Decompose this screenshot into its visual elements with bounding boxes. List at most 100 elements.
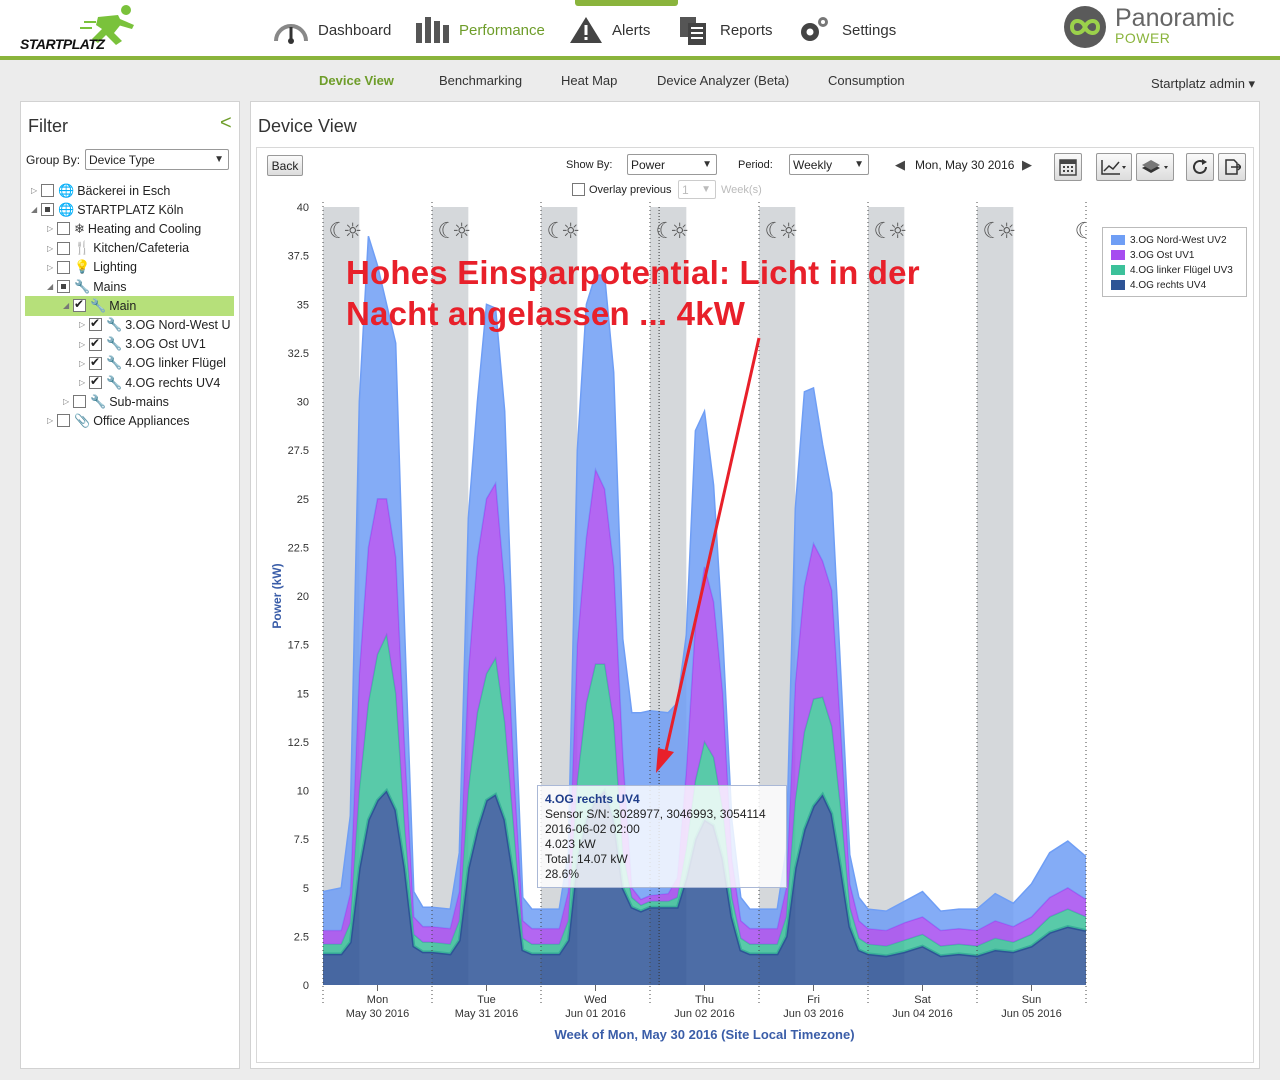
tree-checkbox[interactable] <box>89 355 102 370</box>
chart-legend: 3.OG Nord-West UV2 3.OG Ost UV1 4.OG linke… <box>1102 227 1247 297</box>
series-area[interactable] <box>323 236 1086 931</box>
y-tick-label: 27.5 <box>288 445 309 457</box>
tree-checkbox[interactable] <box>89 336 102 351</box>
tree-item[interactable]: ▷ 🔧3.OG Ost UV1 <box>79 335 206 354</box>
tree-item[interactable]: ▷ 🔧 Sub-mains <box>63 392 169 411</box>
nav-reports[interactable]: Reports <box>678 10 773 50</box>
nav-settings[interactable]: Settings <box>796 10 896 50</box>
chevron-down-icon: ▼ <box>214 154 224 165</box>
tree-item-label: Office Appliances <box>93 413 190 428</box>
wrench-icon: 🔧 <box>74 278 91 294</box>
tree-checkbox[interactable] <box>41 203 54 217</box>
prev-period-icon[interactable]: ◀ <box>895 157 905 172</box>
bulb-icon: 💡 <box>74 259 91 275</box>
nav-alerts[interactable]: Alerts <box>568 10 650 50</box>
tree-checkbox[interactable] <box>57 222 70 236</box>
legend-item[interactable]: 3.OG Ost UV1 <box>1111 248 1194 262</box>
subnav-consumption[interactable]: Consumption <box>828 73 905 88</box>
tooltip-time: 2016-06-02 02:00 <box>545 822 640 836</box>
tree-item[interactable]: ▷ 🔧4.OG linker Flügel <box>79 354 226 373</box>
tree-item[interactable]: ▷ ❄ Heating and Cooling <box>47 219 201 238</box>
tree-item[interactable]: ▷ 💡 Lighting <box>47 258 137 277</box>
tree-checkbox[interactable] <box>73 297 86 313</box>
group-by-select[interactable]: Device Type ▼ <box>85 149 229 170</box>
collapsed-triangle-icon[interactable]: ▷ <box>47 224 54 234</box>
collapsed-triangle-icon[interactable]: ▷ <box>79 378 86 387</box>
sun-icon: ☼ <box>997 219 1016 243</box>
subnav-heat-map[interactable]: Heat Map <box>561 73 618 88</box>
layers-icon <box>1142 160 1168 173</box>
tree-checkbox[interactable] <box>57 414 70 428</box>
y-tick-label: 17.5 <box>288 640 309 652</box>
tree-checkbox[interactable] <box>89 316 102 332</box>
x-tick-date-label: May 30 2016 <box>346 1008 410 1020</box>
tree-item[interactable]: ▷ 🌐 Bäckerei in Esch <box>31 181 170 200</box>
legend-item[interactable]: 3.OG Nord-West UV2 <box>1111 233 1227 247</box>
legend-item[interactable]: 4.OG rechts UV4 <box>1111 278 1206 292</box>
tree-item[interactable]: ▷ 🔧3.OG Nord-West U <box>79 315 231 334</box>
startplatz-logo[interactable]: STARTPLATZ <box>18 3 138 53</box>
next-period-icon[interactable]: ▶ <box>1022 157 1032 172</box>
export-button[interactable] <box>1218 153 1246 181</box>
collapsed-triangle-icon[interactable]: ▷ <box>31 186 38 195</box>
expanded-triangle-icon[interactable]: ◢ <box>47 282 54 291</box>
nav-label: Alerts <box>612 21 651 39</box>
group-by-label: Group By: <box>26 153 81 167</box>
overlay-checkbox[interactable] <box>572 183 585 196</box>
tree-item[interactable]: ◢ 🔧 Mains <box>47 277 127 296</box>
x-tick-label: Tue <box>477 994 496 1006</box>
tree-item[interactable]: ▷ 🍴 Kitchen/Cafeteria <box>47 239 189 258</box>
subnav-benchmarking[interactable]: Benchmarking <box>439 73 523 88</box>
collapsed-triangle-icon[interactable]: ▷ <box>47 243 54 253</box>
paperclip-icon: 📎 <box>74 412 91 428</box>
subnav-device-view[interactable]: Device View <box>319 73 394 88</box>
collapse-filter-button[interactable]: < <box>220 112 232 134</box>
tree-item[interactable]: ▷ 🔧4.OG rechts UV4 <box>79 373 220 392</box>
night-band <box>868 207 905 985</box>
expanded-triangle-icon[interactable]: ◢ <box>31 205 38 215</box>
tree-checkbox[interactable] <box>57 280 70 293</box>
chart-type-button[interactable] <box>1096 153 1132 181</box>
tree-checkbox[interactable] <box>89 374 102 389</box>
tree-item[interactable]: ◢ 🔧Main <box>63 296 136 315</box>
series-area[interactable] <box>323 469 1086 947</box>
chevron-down-icon: ▼ <box>854 159 864 170</box>
period-select[interactable]: Weekly ▼ <box>789 154 869 175</box>
expanded-triangle-icon[interactable]: ◢ <box>63 301 70 311</box>
tree-item-label: 4.OG linker Flügel <box>125 356 226 371</box>
user-menu[interactable]: Startplatz admin ▾ <box>1151 76 1256 91</box>
wrench-icon: 🔧 <box>106 316 123 332</box>
collapsed-triangle-icon[interactable]: ▷ <box>79 358 86 368</box>
show-by-select[interactable]: Power ▼ <box>627 154 717 175</box>
tree-checkbox[interactable] <box>57 241 70 255</box>
calendar-button[interactable] <box>1054 153 1082 181</box>
back-button[interactable]: Back <box>267 155 303 176</box>
tree-item[interactable]: ◢ 🌐 STARTPLATZ Köln <box>31 200 183 219</box>
x-tick-label: Wed <box>584 994 606 1006</box>
collapsed-triangle-icon[interactable]: ▷ <box>47 416 54 426</box>
tree-checkbox[interactable] <box>57 260 70 274</box>
collapsed-triangle-icon[interactable]: ▷ <box>79 339 86 349</box>
period-label: Period: <box>738 159 773 171</box>
globe-icon: 🌐 <box>58 182 75 198</box>
collapsed-triangle-icon[interactable]: ▷ <box>47 262 54 272</box>
nav-dashboard[interactable]: Dashboard <box>272 10 391 50</box>
layers-button[interactable] <box>1136 153 1174 181</box>
collapsed-triangle-icon[interactable]: ▷ <box>79 320 86 330</box>
y-tick-label: 0 <box>303 980 309 992</box>
wrench-icon: 🔧 <box>106 355 123 371</box>
subnav-device-analyzer[interactable]: Device Analyzer (Beta) <box>657 73 790 88</box>
tree-checkbox[interactable] <box>73 395 86 409</box>
chevron-down-icon: ▼ <box>702 159 712 170</box>
power-chart[interactable]: ☾☼ ☾☼ ☾☼ ☾☼ ☾☼ ☾☼ ☾☼ ☾02.557.51012.51517.52022.… <box>256 195 1256 1055</box>
nav-performance[interactable]: Performance <box>413 10 545 50</box>
legend-swatch <box>1111 265 1125 275</box>
collapsed-triangle-icon[interactable]: ▷ <box>63 397 70 407</box>
x-tick-date-label: Jun 04 2016 <box>892 1008 953 1020</box>
tree-checkbox[interactable] <box>41 184 54 197</box>
refresh-button[interactable] <box>1186 153 1214 181</box>
y-tick-label: 40 <box>297 202 309 214</box>
legend-item[interactable]: 4.OG linker Flügel UV3 <box>1111 263 1233 277</box>
overlay-weeks-select[interactable]: 1 ▼ <box>678 180 716 199</box>
tree-item[interactable]: ▷ 📎 Office Appliances <box>47 411 190 430</box>
